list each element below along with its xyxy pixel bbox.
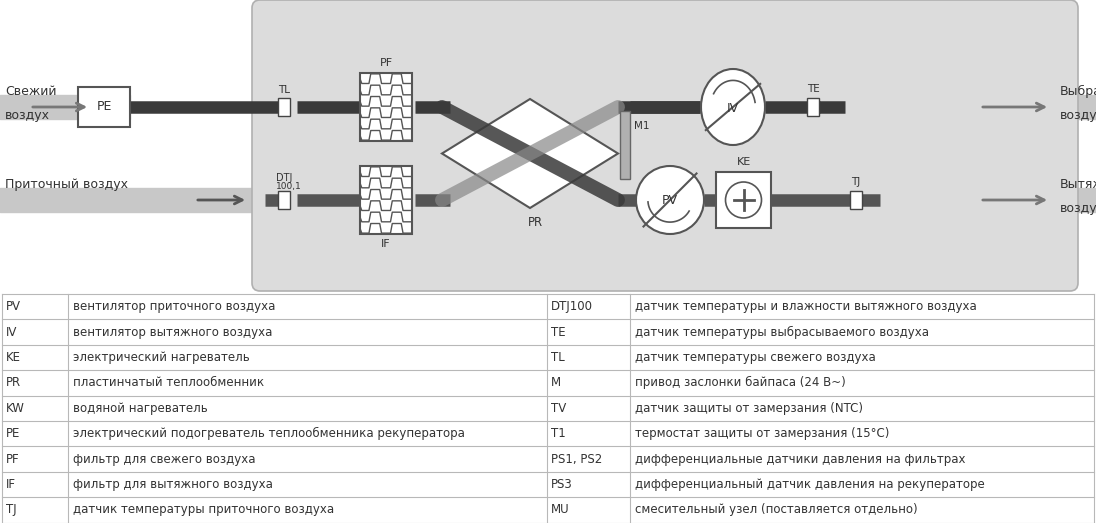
Bar [359, 73, 412, 141]
Text: датчик температуры приточного воздуха: датчик температуры приточного воздуха [73, 504, 334, 516]
Bar [278, 98, 290, 116]
Text: электрический подогреватель теплообменника рекуператора: электрический подогреватель теплообменни… [73, 427, 465, 440]
Text: KE: KE [737, 157, 751, 167]
Text: PE: PE [96, 100, 112, 113]
Text: Вытяжной: Вытяжной [1060, 178, 1096, 191]
Text: DTJ100: DTJ100 [551, 300, 593, 313]
Text: Свежий: Свежий [5, 85, 57, 98]
Bar [78, 87, 130, 127]
Text: дифференциальный датчик давления на рекуператоре: дифференциальный датчик давления на реку… [635, 478, 984, 491]
Text: TE: TE [807, 84, 820, 94]
Text: воздух: воздух [5, 109, 50, 122]
Bar [850, 191, 861, 209]
FancyBboxPatch shape [252, 0, 1078, 291]
Text: TJ: TJ [5, 504, 16, 516]
Text: PF: PF [379, 58, 392, 68]
Circle shape [636, 166, 704, 234]
Polygon shape [442, 99, 618, 208]
Text: MU: MU [551, 504, 570, 516]
Text: дифференциальные датчики давления на фильтрах: дифференциальные датчики давления на фил… [635, 452, 966, 465]
Text: M1: M1 [633, 121, 650, 131]
Text: датчик защиты от замерзания (NTC): датчик защиты от замерзания (NTC) [635, 402, 863, 415]
Text: датчик температуры выбрасываемого воздуха: датчик температуры выбрасываемого воздух… [635, 325, 929, 339]
Text: TV: TV [551, 402, 567, 415]
Text: PF: PF [5, 452, 20, 465]
Text: PR: PR [5, 377, 21, 390]
Text: датчик температуры свежего воздуха: датчик температуры свежего воздуха [635, 351, 876, 364]
Text: IF: IF [381, 239, 391, 249]
Text: датчик температуры и влажности вытяжного воздуха: датчик температуры и влажности вытяжного… [635, 300, 977, 313]
Text: TE: TE [551, 326, 566, 338]
Text: PV: PV [5, 300, 21, 313]
Text: воздух: воздух [1060, 109, 1096, 122]
Text: IV: IV [727, 103, 739, 116]
Text: PS1, PS2: PS1, PS2 [551, 452, 602, 465]
Bar [807, 98, 819, 116]
Text: смесительный узел (поставляется отдельно): смесительный узел (поставляется отдельно… [635, 504, 917, 516]
Polygon shape [515, 99, 583, 159]
Bar [359, 166, 412, 234]
Text: T1: T1 [551, 427, 566, 440]
Bar [620, 111, 630, 179]
Text: пластинчатый теплообменник: пластинчатый теплообменник [73, 377, 264, 390]
Text: Приточный воздух: Приточный воздух [5, 178, 128, 191]
Text: KE: KE [5, 351, 21, 364]
Text: PR: PR [527, 216, 543, 229]
Text: привод заслонки байпаса (24 В~): привод заслонки байпаса (24 В~) [635, 377, 846, 390]
Text: водяной нагреватель: водяной нагреватель [73, 402, 208, 415]
Text: электрический нагреватель: электрический нагреватель [73, 351, 250, 364]
Bar [278, 191, 290, 209]
Ellipse shape [701, 69, 765, 145]
Text: вентилятор вытяжного воздуха: вентилятор вытяжного воздуха [73, 326, 273, 338]
Text: фильтр для вытяжного воздуха: фильтр для вытяжного воздуха [73, 478, 273, 491]
Text: IV: IV [5, 326, 18, 338]
Text: M: M [551, 377, 561, 390]
Text: IF: IF [5, 478, 16, 491]
Text: 100,1: 100,1 [276, 182, 301, 191]
Text: PV: PV [662, 195, 678, 208]
Text: TJ: TJ [852, 177, 860, 187]
Text: TL: TL [278, 85, 290, 95]
Text: PE: PE [5, 427, 21, 440]
Text: фильтр для свежего воздуха: фильтр для свежего воздуха [73, 452, 255, 465]
Text: воздух: воздух [1060, 202, 1096, 215]
Text: термостат защиты от замерзания (15°C): термостат защиты от замерзания (15°C) [635, 427, 889, 440]
Bar [716, 172, 770, 228]
Text: KW: KW [5, 402, 25, 415]
Text: DTJ: DTJ [276, 173, 293, 183]
Circle shape [726, 182, 762, 218]
Text: Выбрасываемый: Выбрасываемый [1060, 85, 1096, 98]
Text: PS3: PS3 [551, 478, 573, 491]
Text: TL: TL [551, 351, 564, 364]
Text: вентилятор приточного воздуха: вентилятор приточного воздуха [73, 300, 275, 313]
